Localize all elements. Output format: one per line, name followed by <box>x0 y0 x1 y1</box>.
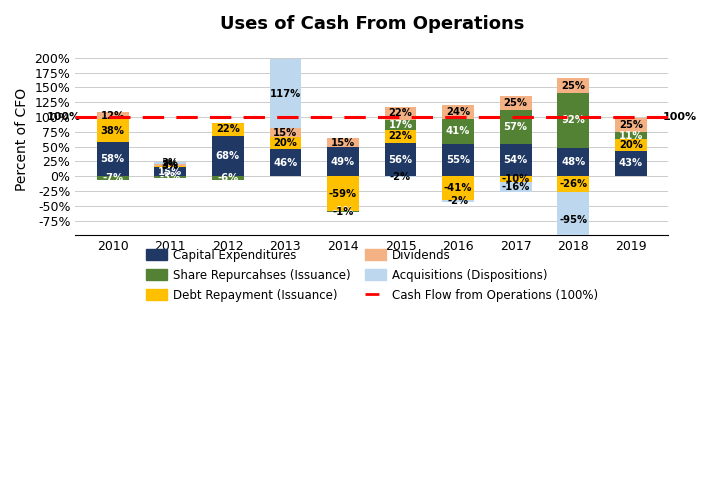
Text: 48%: 48% <box>561 157 585 167</box>
Bar <box>615 139 646 151</box>
Bar <box>557 93 589 148</box>
Text: -6%: -6% <box>217 173 239 183</box>
Text: 117%: 117% <box>270 88 301 98</box>
Text: -1%: -1% <box>333 207 354 217</box>
Bar <box>384 130 417 143</box>
Text: 54%: 54% <box>503 155 528 165</box>
Text: 22%: 22% <box>389 108 412 118</box>
Text: 15%: 15% <box>331 138 355 148</box>
Bar <box>327 147 359 176</box>
Bar <box>500 144 532 176</box>
Bar <box>327 138 359 147</box>
Bar <box>270 59 301 128</box>
Bar <box>557 79 589 93</box>
Text: 100%: 100% <box>662 112 696 122</box>
Bar <box>442 105 474 119</box>
Bar <box>155 166 186 167</box>
Text: 17%: 17% <box>389 120 413 130</box>
Text: -59%: -59% <box>329 189 357 199</box>
Text: 57%: 57% <box>503 122 528 132</box>
Text: 3%: 3% <box>162 162 179 171</box>
Text: -7%: -7% <box>102 173 123 183</box>
Bar <box>270 128 301 137</box>
Bar <box>327 176 359 211</box>
Bar <box>384 143 417 176</box>
Text: -10%: -10% <box>501 174 530 184</box>
Y-axis label: Percent of CFO: Percent of CFO <box>15 87 29 191</box>
Text: 24%: 24% <box>446 107 470 117</box>
Bar <box>500 95 532 110</box>
Bar <box>97 142 129 176</box>
Bar <box>270 137 301 149</box>
Bar <box>97 112 129 119</box>
Text: 20%: 20% <box>619 140 643 150</box>
Bar <box>500 176 532 182</box>
Bar <box>155 176 186 178</box>
Text: 25%: 25% <box>619 120 643 130</box>
Text: 43%: 43% <box>619 159 643 168</box>
Text: -1%: -1% <box>333 206 354 216</box>
Text: -16%: -16% <box>501 182 530 192</box>
Text: 3%: 3% <box>162 158 179 168</box>
Text: 11%: 11% <box>619 131 643 141</box>
Bar <box>155 167 186 176</box>
Text: 58%: 58% <box>100 154 125 164</box>
Bar <box>557 148 589 176</box>
Text: 68%: 68% <box>216 151 240 161</box>
Text: -2%: -2% <box>448 196 468 206</box>
Bar <box>212 136 244 176</box>
Bar <box>384 107 417 120</box>
Text: 56%: 56% <box>389 155 413 165</box>
Text: -26%: -26% <box>559 179 587 189</box>
Text: 38%: 38% <box>100 126 125 136</box>
Text: 49%: 49% <box>331 157 355 166</box>
Text: -3%: -3% <box>159 172 181 182</box>
Bar <box>557 176 589 191</box>
Text: 41%: 41% <box>446 126 471 137</box>
Bar <box>442 144 474 176</box>
Bar <box>97 119 129 142</box>
Text: -95%: -95% <box>559 215 587 225</box>
Bar <box>384 120 417 130</box>
Bar <box>557 191 589 248</box>
Bar <box>97 176 129 180</box>
Text: 25%: 25% <box>561 81 585 91</box>
Text: 100%: 100% <box>47 112 81 122</box>
Bar <box>500 110 532 144</box>
Bar <box>384 176 417 177</box>
Bar <box>615 132 646 139</box>
Text: 22%: 22% <box>389 132 412 142</box>
Bar <box>212 123 244 136</box>
Bar <box>615 151 646 176</box>
Text: 15%: 15% <box>158 166 182 177</box>
Text: -41%: -41% <box>444 183 472 193</box>
Text: 92%: 92% <box>561 115 585 126</box>
Bar <box>270 149 301 176</box>
Text: 22%: 22% <box>216 124 240 134</box>
Bar <box>442 119 474 144</box>
Legend: Capital Expenditures, Share Repurcahses (Issuance), Debt Repayment (Issuance), D: Capital Expenditures, Share Repurcahses … <box>141 244 602 307</box>
Text: -2%: -2% <box>390 172 411 182</box>
Bar <box>500 182 532 191</box>
Bar <box>442 200 474 202</box>
Title: Uses of Cash From Operations: Uses of Cash From Operations <box>219 15 524 33</box>
Text: 12%: 12% <box>100 111 125 121</box>
Text: 3%: 3% <box>162 160 179 169</box>
Bar <box>155 164 186 166</box>
Bar <box>442 176 474 200</box>
Bar <box>327 211 359 212</box>
Bar <box>212 176 244 180</box>
Bar <box>155 162 186 164</box>
Text: 46%: 46% <box>273 158 298 167</box>
Text: 25%: 25% <box>503 98 528 108</box>
Bar <box>615 117 646 132</box>
Text: 20%: 20% <box>273 138 298 148</box>
Text: 15%: 15% <box>273 128 298 138</box>
Text: 55%: 55% <box>446 155 470 165</box>
